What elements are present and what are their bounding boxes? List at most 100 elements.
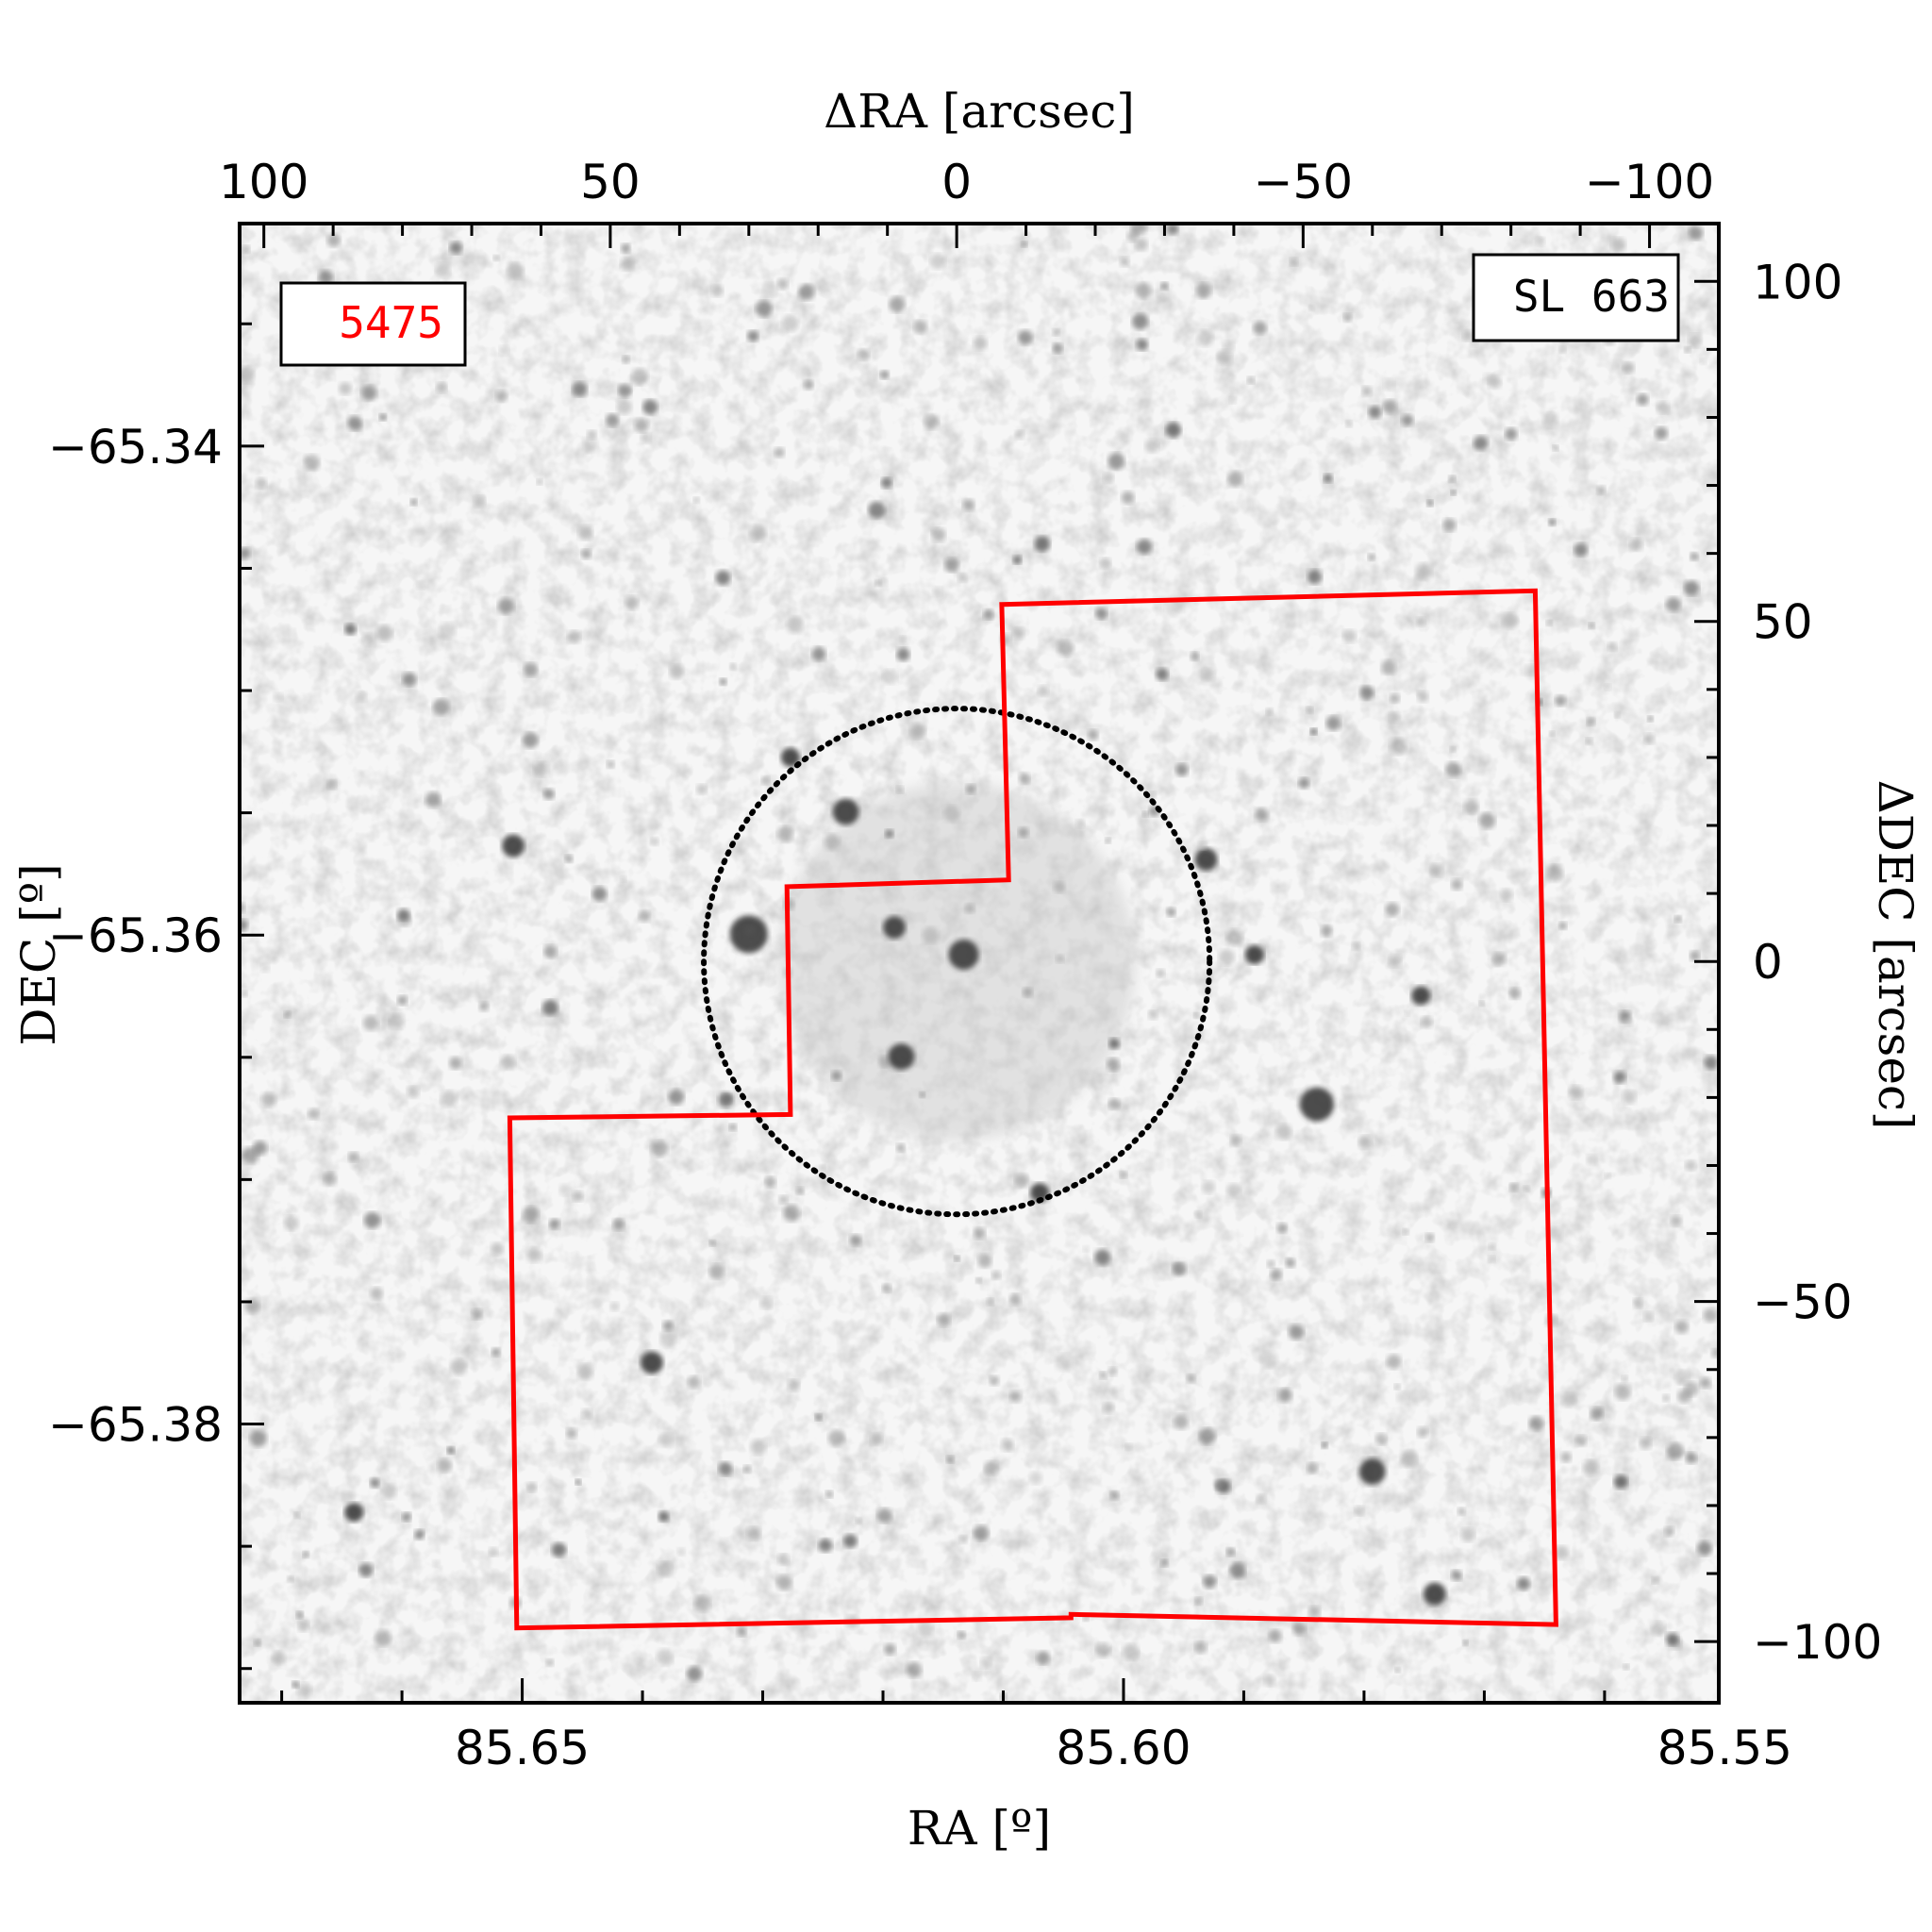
- faint-star: [416, 580, 425, 590]
- faint-star: [728, 1123, 737, 1131]
- faint-star: [1253, 321, 1267, 336]
- faint-star: [543, 944, 558, 958]
- faint-star: [414, 1529, 425, 1541]
- faint-star: [1255, 808, 1269, 822]
- faint-star: [1197, 329, 1213, 346]
- faint-star: [1448, 475, 1457, 483]
- star-12: [1411, 986, 1431, 1006]
- faint-star: [1684, 346, 1691, 354]
- faint-star: [657, 1561, 673, 1577]
- axis-ticks: [240, 224, 1721, 1703]
- faint-star: [1523, 1185, 1530, 1192]
- faint-star: [273, 692, 283, 702]
- faint-star: [1605, 1173, 1611, 1179]
- faint-star: [446, 1446, 455, 1455]
- faint-star: [1610, 237, 1626, 253]
- faint-star: [326, 233, 341, 247]
- faint-star: [1094, 1249, 1111, 1266]
- faint-star: [1613, 1474, 1628, 1490]
- faint-star: [473, 495, 486, 508]
- faint-star: [783, 1205, 801, 1223]
- faint-star: [295, 1611, 304, 1619]
- faint-star: [1088, 729, 1099, 741]
- faint-star: [1227, 471, 1243, 488]
- faint-star: [348, 1152, 359, 1162]
- faint-star: [609, 1302, 620, 1311]
- faint-star: [1055, 1354, 1073, 1371]
- faint-star: [1275, 1124, 1292, 1141]
- x-tick-label: 85.55: [1657, 1721, 1792, 1775]
- y-tick-label: −65.38: [48, 1398, 223, 1453]
- faint-star: [1623, 1663, 1630, 1671]
- y2-tick-label: 50: [1753, 595, 1813, 650]
- faint-star: [536, 478, 543, 485]
- faint-star: [884, 1643, 896, 1656]
- faint-star: [962, 499, 975, 511]
- faint-star: [493, 255, 500, 261]
- y-axis-title: DEC [º]: [11, 863, 66, 1045]
- faint-star: [1307, 1462, 1318, 1474]
- faint-star: [1105, 838, 1111, 844]
- faint-star: [932, 587, 943, 597]
- faint-star: [558, 1184, 572, 1196]
- faint-star: [975, 1277, 982, 1284]
- faint-star: [1415, 563, 1432, 580]
- faint-star: [815, 1413, 823, 1422]
- faint-star: [407, 1086, 420, 1098]
- faint-star: [746, 1526, 761, 1541]
- faint-star: [885, 829, 894, 839]
- faint-star: [1426, 500, 1434, 507]
- faint-star: [261, 1092, 276, 1108]
- faint-star: [549, 1218, 560, 1230]
- faint-star: [1596, 485, 1606, 495]
- faint-star: [1123, 1643, 1140, 1660]
- faint-star: [776, 278, 789, 290]
- faint-star: [1710, 1348, 1719, 1358]
- faint-star: [1389, 955, 1402, 968]
- faint-star: [370, 1478, 380, 1489]
- faint-star: [1417, 691, 1429, 703]
- faint-star: [913, 320, 927, 334]
- faint-star: [1173, 1263, 1184, 1274]
- faint-star: [622, 356, 630, 364]
- faint-star: [1690, 951, 1700, 961]
- faint-star: [1130, 224, 1147, 236]
- faint-star: [858, 349, 870, 361]
- faint-star: [944, 558, 959, 573]
- faint-star: [1508, 988, 1521, 999]
- faint-star: [1621, 1374, 1628, 1382]
- faint-star: [1037, 685, 1049, 697]
- faint-star: [688, 1375, 701, 1389]
- faint-star: [1108, 1038, 1120, 1050]
- faint-star: [1555, 1545, 1569, 1560]
- faint-star: [868, 501, 886, 519]
- faint-star: [495, 390, 508, 402]
- faint-star: [1148, 1010, 1158, 1020]
- faint-star: [318, 270, 334, 285]
- faint-star: [551, 1542, 567, 1557]
- faint-star: [1633, 1298, 1643, 1308]
- faint-star: [1383, 378, 1395, 391]
- star-field: [240, 224, 1719, 1701]
- faint-star: [786, 616, 804, 634]
- faint-star: [1342, 629, 1357, 643]
- faint-star: [1425, 1233, 1435, 1242]
- faint-star: [1359, 686, 1374, 700]
- faint-star: [1164, 600, 1181, 617]
- faint-star: [1529, 1416, 1544, 1431]
- faint-star: [439, 623, 457, 640]
- faint-star: [878, 1056, 891, 1068]
- faint-star: [1225, 928, 1243, 946]
- cluster-radius-circle: [701, 706, 1213, 1218]
- faint-star: [1144, 439, 1159, 454]
- faint-star: [240, 366, 255, 384]
- x2-tick-label: 0: [941, 155, 972, 209]
- faint-star: [1647, 715, 1654, 723]
- faint-star: [1014, 1174, 1028, 1188]
- faint-star: [1308, 305, 1315, 311]
- faint-star: [692, 496, 700, 504]
- faint-star: [567, 630, 581, 643]
- star-6: [1358, 1457, 1386, 1485]
- faint-star: [1103, 472, 1114, 484]
- faint-star: [896, 647, 910, 661]
